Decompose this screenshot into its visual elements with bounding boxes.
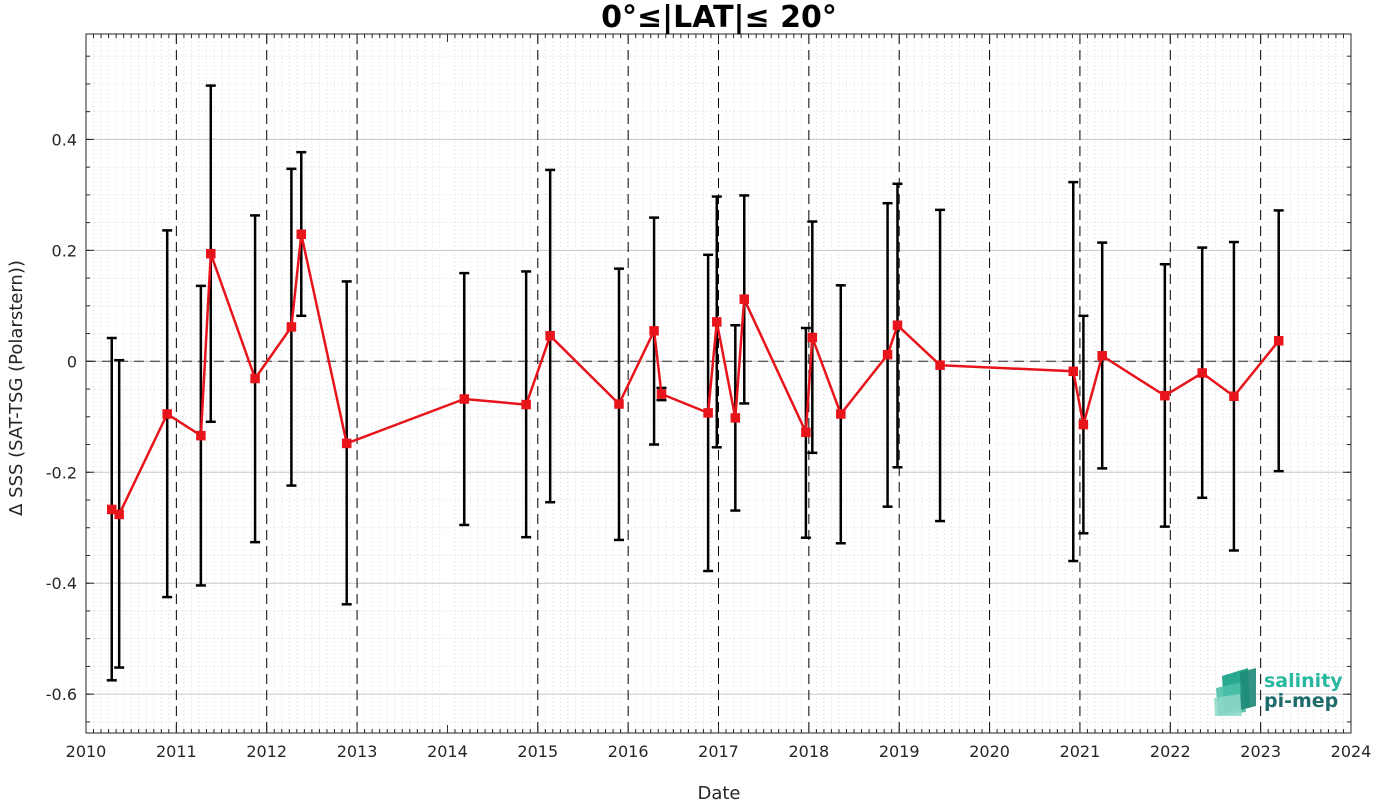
data-point-marker xyxy=(935,360,945,370)
axes xyxy=(85,33,1352,734)
data-point-marker xyxy=(1160,390,1170,401)
y-tick-label: -0.2 xyxy=(46,463,77,482)
data-point-marker xyxy=(892,320,903,330)
data-point-marker xyxy=(882,349,893,360)
data-point-marker xyxy=(545,331,555,341)
data-point-marker xyxy=(521,399,531,410)
y-tick-label: -0.4 xyxy=(46,574,77,593)
x-tick-label: 2016 xyxy=(608,742,649,761)
x-tick-label: 2019 xyxy=(879,742,920,761)
x-tick-label: 2018 xyxy=(788,742,829,761)
salinity-pi-mep-logo: salinity pi-mep xyxy=(1214,668,1343,716)
series-lines xyxy=(111,233,1280,516)
x-tick-label: 2010 xyxy=(66,742,107,761)
data-point-marker xyxy=(703,408,713,418)
data-point-marker xyxy=(1068,366,1079,377)
data-point-marker xyxy=(341,438,352,449)
wave-logo-icon xyxy=(1214,668,1256,716)
x-tick-label: 2023 xyxy=(1240,742,1281,761)
data-point-marker xyxy=(459,394,470,404)
data-point-marker xyxy=(106,504,117,515)
y-axis-label: Δ SSS (SAT-TSG (Polarstern)) xyxy=(6,260,27,516)
x-tick-label: 2024 xyxy=(1331,742,1372,761)
data-point-marker xyxy=(739,294,749,304)
y-tick-label: 0 xyxy=(67,352,77,371)
data-point-marker xyxy=(1197,368,1207,378)
chart-title: 0°≤|LAT|≤ 20° xyxy=(601,0,837,35)
logo-line2: pi-mep xyxy=(1264,690,1338,712)
data-point-marker xyxy=(1078,419,1089,430)
x-tick-label: 2013 xyxy=(337,742,378,761)
x-tick-label: 2015 xyxy=(517,742,558,761)
series-markers xyxy=(106,229,1284,520)
data-point-marker xyxy=(1097,351,1107,361)
x-tick-label: 2011 xyxy=(156,742,197,761)
y-tick-label: 0.2 xyxy=(52,241,77,260)
y-tick-label: -0.6 xyxy=(46,685,77,704)
x-tick-label: 2021 xyxy=(1060,742,1101,761)
data-point-marker xyxy=(801,427,811,438)
year-lines xyxy=(175,34,1262,733)
data-point-marker xyxy=(614,399,624,409)
data-point-marker xyxy=(196,430,206,441)
x-tick-label: 2012 xyxy=(246,742,287,761)
x-tick-label: 2020 xyxy=(969,742,1010,761)
data-point-marker xyxy=(1229,391,1239,402)
x-tick-label: 2022 xyxy=(1150,742,1191,761)
data-point-marker xyxy=(712,317,722,327)
data-point-marker xyxy=(649,326,659,336)
series-line xyxy=(111,233,1280,516)
logo-line1: salinity xyxy=(1264,670,1343,692)
data-point-marker xyxy=(836,409,846,419)
data-point-marker xyxy=(807,332,818,343)
y-tick-labels: -0.6 -0.4 -0.2 0 0.2 0.4 xyxy=(46,130,77,704)
data-point-marker xyxy=(1273,336,1284,346)
data-point-marker xyxy=(656,389,667,399)
data-point-marker xyxy=(206,248,216,259)
data-point-marker xyxy=(730,413,741,423)
x-tick-label: 2014 xyxy=(427,742,468,761)
data-point-marker xyxy=(296,229,307,240)
x-axis-label: Date xyxy=(697,783,740,801)
data-point-marker xyxy=(286,322,297,332)
data-point-marker xyxy=(114,509,124,520)
data-point-marker xyxy=(250,373,260,384)
x-tick-label: 2017 xyxy=(698,742,739,761)
x-tick-labels: 2010 2011 2012 2013 2014 2015 2016 2017 2018 2019… xyxy=(66,742,1372,761)
data-point-marker xyxy=(162,409,172,419)
y-tick-label: 0.4 xyxy=(52,130,77,149)
